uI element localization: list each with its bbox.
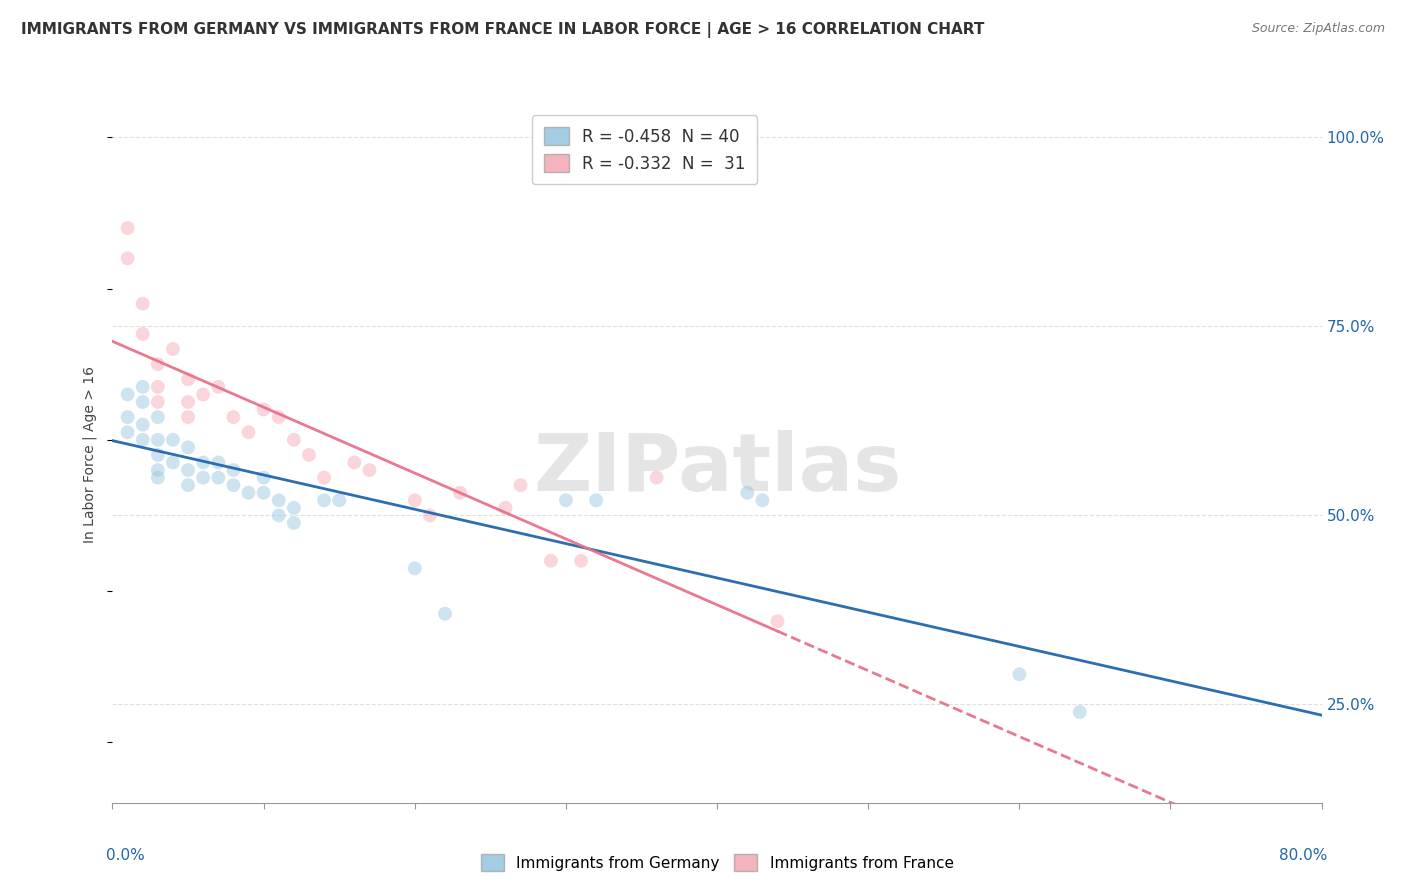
Point bbox=[177, 395, 200, 409]
Point bbox=[146, 448, 169, 462]
Point bbox=[132, 395, 155, 409]
Point bbox=[314, 493, 336, 508]
Point bbox=[404, 493, 426, 508]
Point bbox=[117, 425, 139, 440]
Point bbox=[132, 417, 155, 432]
Text: ZIPatlas: ZIPatlas bbox=[533, 430, 901, 508]
Point bbox=[253, 402, 276, 417]
Point bbox=[1008, 667, 1031, 681]
Point bbox=[267, 410, 290, 425]
Point bbox=[132, 380, 155, 394]
Point bbox=[328, 493, 350, 508]
Point bbox=[191, 455, 214, 469]
Point bbox=[117, 410, 139, 425]
Point bbox=[146, 410, 169, 425]
Point bbox=[132, 296, 155, 310]
Point bbox=[222, 410, 245, 425]
Point bbox=[222, 478, 245, 492]
Point bbox=[267, 508, 290, 523]
Point bbox=[645, 470, 668, 484]
Point bbox=[117, 252, 139, 266]
Point bbox=[253, 470, 276, 484]
Point bbox=[495, 500, 517, 515]
Point bbox=[146, 395, 169, 409]
Point bbox=[207, 455, 229, 469]
Point bbox=[146, 433, 169, 447]
Point bbox=[509, 478, 531, 492]
Point bbox=[222, 463, 245, 477]
Text: IMMIGRANTS FROM GERMANY VS IMMIGRANTS FROM FRANCE IN LABOR FORCE | AGE > 16 CORR: IMMIGRANTS FROM GERMANY VS IMMIGRANTS FR… bbox=[21, 22, 984, 38]
Text: Source: ZipAtlas.com: Source: ZipAtlas.com bbox=[1251, 22, 1385, 36]
Point bbox=[314, 470, 336, 484]
Point bbox=[267, 493, 290, 508]
Point bbox=[585, 493, 607, 508]
Point bbox=[207, 380, 229, 394]
Point bbox=[117, 221, 139, 235]
Point bbox=[569, 554, 592, 568]
Point bbox=[238, 485, 260, 500]
Point bbox=[191, 387, 214, 401]
Point bbox=[132, 433, 155, 447]
Point bbox=[283, 433, 305, 447]
Point bbox=[207, 470, 229, 484]
Point bbox=[191, 470, 214, 484]
Point bbox=[177, 372, 200, 386]
Point bbox=[298, 448, 321, 462]
Point bbox=[146, 357, 169, 371]
Text: 80.0%: 80.0% bbox=[1279, 848, 1327, 863]
Point bbox=[177, 463, 200, 477]
Point bbox=[419, 508, 441, 523]
Point bbox=[540, 554, 562, 568]
Point bbox=[766, 615, 789, 629]
Point bbox=[433, 607, 456, 621]
Point bbox=[117, 387, 139, 401]
Point bbox=[146, 463, 169, 477]
Point bbox=[146, 380, 169, 394]
Point bbox=[132, 326, 155, 341]
Legend: Immigrants from Germany, Immigrants from France: Immigrants from Germany, Immigrants from… bbox=[472, 847, 962, 879]
Point bbox=[554, 493, 576, 508]
Point bbox=[253, 485, 276, 500]
Point bbox=[177, 441, 200, 455]
Point bbox=[751, 493, 773, 508]
Point bbox=[404, 561, 426, 575]
Point bbox=[162, 433, 184, 447]
Point bbox=[449, 485, 471, 500]
Point bbox=[343, 455, 366, 469]
Point bbox=[162, 342, 184, 356]
Point bbox=[737, 485, 759, 500]
Point bbox=[283, 500, 305, 515]
Text: 0.0%: 0.0% bbox=[107, 848, 145, 863]
Point bbox=[177, 478, 200, 492]
Point bbox=[146, 470, 169, 484]
Point bbox=[177, 410, 200, 425]
Point bbox=[1069, 705, 1091, 719]
Point bbox=[162, 455, 184, 469]
Point bbox=[283, 516, 305, 530]
Y-axis label: In Labor Force | Age > 16: In Labor Force | Age > 16 bbox=[82, 367, 97, 543]
Point bbox=[359, 463, 381, 477]
Point bbox=[238, 425, 260, 440]
